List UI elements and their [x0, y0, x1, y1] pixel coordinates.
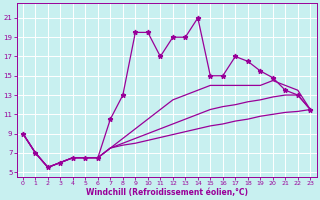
X-axis label: Windchill (Refroidissement éolien,°C): Windchill (Refroidissement éolien,°C)	[85, 188, 248, 197]
